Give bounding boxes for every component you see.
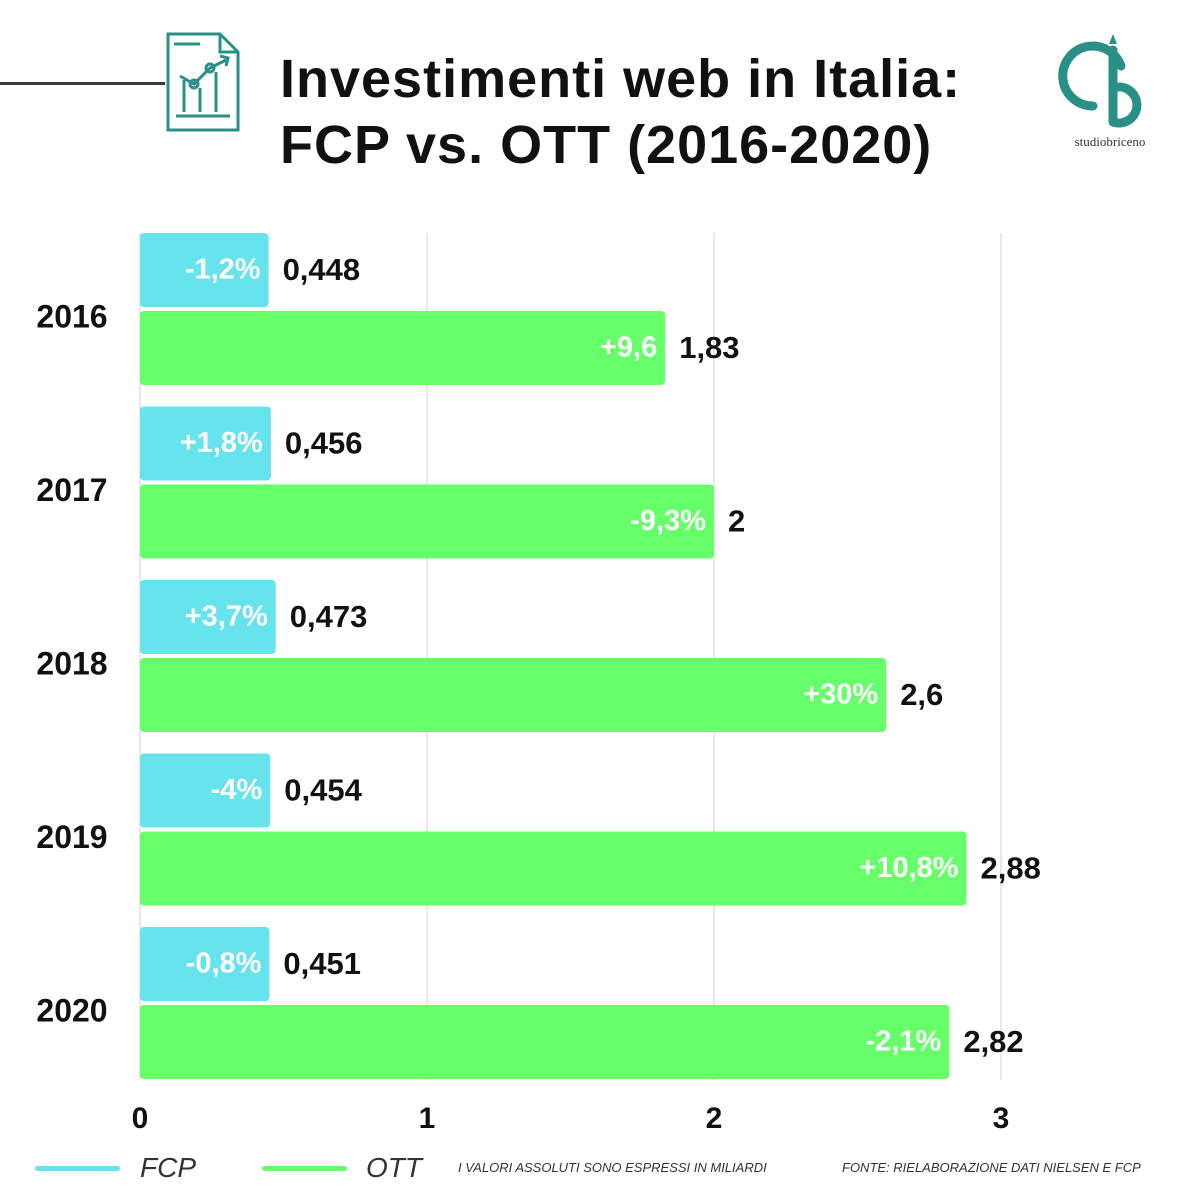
change-label: +1,8%	[180, 427, 263, 459]
bar-chart: 0 1 2 3 2016 -1,2% 0,448 +9,6 1,83 2017 +1,8% 0,456…	[36, 233, 1041, 1135]
value-label: 1,83	[679, 330, 739, 365]
header-rule	[0, 82, 165, 85]
units-note: I VALORI ASSOLUTI SONO ESPRESSI IN MILIA…	[458, 1160, 767, 1175]
y-category-label: 2016	[36, 298, 107, 334]
legend-label-fcp: FCP	[140, 1152, 196, 1183]
change-label: -2,1%	[866, 1026, 942, 1058]
value-label: 0,448	[283, 252, 361, 287]
bar-ott	[140, 311, 666, 385]
legend-swatch-fcp	[35, 1166, 120, 1171]
bar-fcp	[140, 406, 271, 481]
bar-ott	[140, 831, 967, 906]
page-title: Investimenti web in Italia: FCP vs. OTT …	[280, 46, 961, 178]
change-label: +9,6	[600, 332, 657, 364]
logo-text: studiobriceno	[1074, 134, 1146, 149]
legend-swatch-ott	[262, 1166, 347, 1171]
value-label: 2,88	[981, 851, 1041, 886]
y-category-label: 2020	[36, 992, 107, 1028]
bar-ott	[140, 1005, 950, 1079]
change-label: -0,8%	[186, 948, 262, 980]
bar-fcp	[140, 927, 270, 1001]
x-tick-label: 2	[706, 1102, 723, 1135]
y-category-label: 2017	[36, 472, 107, 508]
source-note: FONTE: RIELABORAZIONE DATI NIELSEN E FCP	[842, 1160, 1141, 1175]
bar-fcp	[140, 753, 271, 828]
value-label: 0,451	[283, 946, 361, 981]
bar-ott	[140, 484, 714, 559]
bar-fcp	[140, 233, 269, 307]
x-tick-label: 1	[419, 1102, 436, 1135]
report-chart-icon	[166, 32, 240, 132]
change-label: +10,8%	[859, 852, 958, 884]
title-line-2: FCP vs. OTT (2016-2020)	[280, 115, 933, 175]
legend: FCP OTT	[0, 1150, 460, 1190]
value-label: 0,473	[290, 599, 368, 634]
change-label: -1,2%	[185, 254, 261, 286]
value-label: 0,456	[285, 426, 363, 461]
value-label: 2	[728, 504, 745, 539]
y-category-label: 2018	[36, 645, 107, 681]
bar-ott	[140, 658, 887, 732]
bar-fcp	[140, 580, 276, 654]
value-label: 2,82	[963, 1024, 1023, 1059]
title-line-1: Investimenti web in Italia:	[280, 49, 962, 109]
value-label: 0,454	[284, 773, 362, 808]
legend-label-ott: OTT	[366, 1152, 422, 1183]
y-category-label: 2019	[36, 819, 107, 855]
change-label: +30%	[803, 679, 878, 711]
studiobriceno-logo	[1058, 34, 1142, 128]
x-tick-label: 3	[993, 1102, 1010, 1135]
change-label: -9,3%	[630, 505, 706, 537]
value-label: 2,6	[900, 677, 943, 712]
change-label: -4%	[211, 774, 263, 806]
change-label: +3,7%	[185, 601, 268, 633]
x-tick-label: 0	[132, 1102, 149, 1135]
